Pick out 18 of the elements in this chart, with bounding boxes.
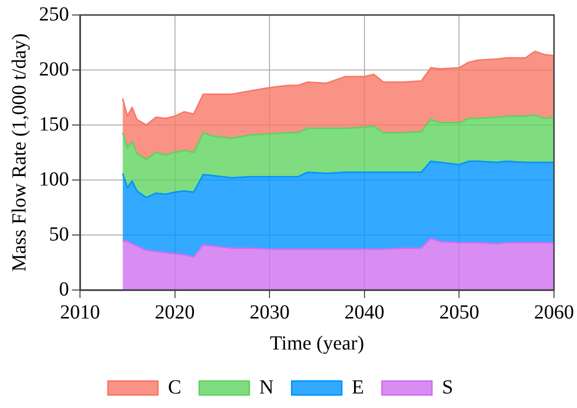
x-tick-label: 2010 (60, 301, 100, 324)
x-tick-label: 2030 (250, 301, 290, 324)
x-tick-label: 2040 (344, 301, 384, 324)
y-tick-label: 100 (39, 168, 69, 190)
y-axis-title: Mass Flow Rate (1,000 t/day) (8, 33, 30, 272)
y-tick-label: 50 (49, 223, 69, 246)
y-tick-label: 250 (39, 3, 69, 26)
x-axis-title: Time (year) (270, 332, 364, 354)
x-tick-label: 2050 (439, 301, 480, 324)
y-tick-label: 0 (59, 278, 69, 300)
legend-label: N (259, 376, 274, 398)
y-tick-label: 150 (39, 113, 69, 136)
y-tick-label: 200 (39, 58, 69, 80)
x-tick-label: 2020 (154, 301, 195, 324)
x-tick-label: 2060 (534, 301, 574, 324)
legend-label: E (352, 376, 364, 398)
legend-label: C (168, 376, 182, 398)
legend-label: S (442, 376, 454, 398)
